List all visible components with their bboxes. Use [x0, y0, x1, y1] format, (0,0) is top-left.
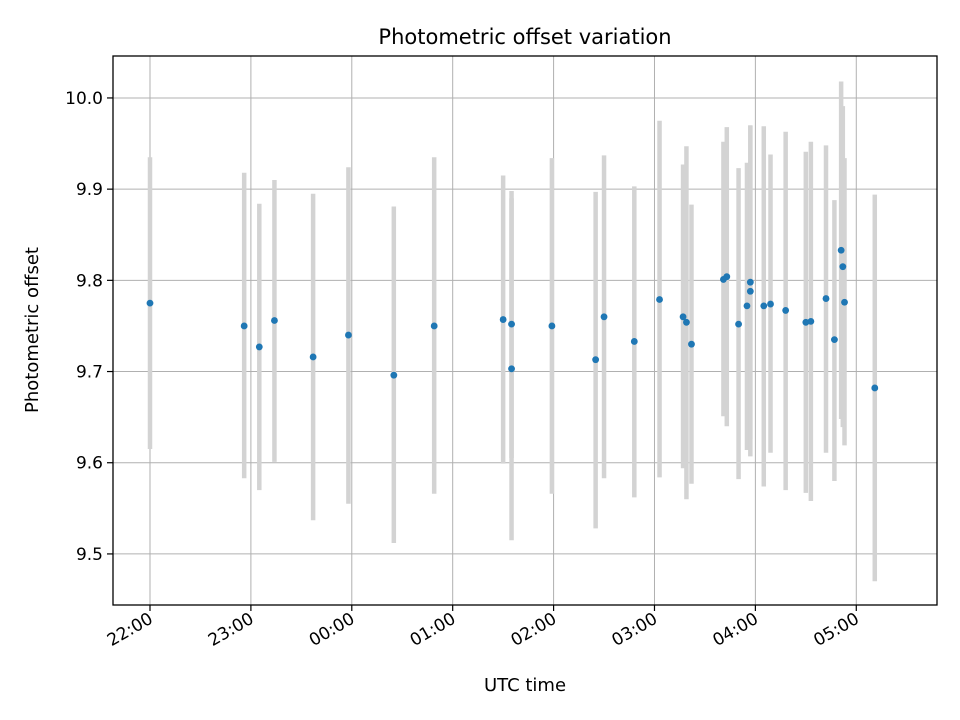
data-point	[240, 322, 248, 330]
data-point	[255, 343, 263, 351]
data-point	[841, 298, 848, 306]
plot-frame	[112, 55, 938, 606]
data-point	[548, 322, 556, 330]
data-point	[390, 371, 398, 379]
data-point	[831, 336, 838, 344]
data-point	[746, 287, 754, 295]
y-tick-label: 9.8	[76, 271, 103, 291]
data-point	[871, 384, 879, 392]
y-tick-label: 10.0	[65, 89, 103, 109]
data-point	[688, 340, 695, 348]
data-point	[630, 338, 638, 345]
chart-title: Photometric offset variation	[378, 25, 671, 49]
data-point	[746, 278, 754, 286]
data-point	[839, 263, 847, 271]
y-tick-label: 9.6	[76, 454, 103, 474]
data-point	[508, 320, 515, 328]
data-point	[271, 317, 278, 324]
data-point	[345, 331, 352, 339]
data-point	[592, 356, 600, 364]
data-point	[723, 273, 731, 281]
data-point	[735, 320, 742, 328]
data-points	[146, 246, 879, 392]
data-point	[822, 295, 830, 302]
data-point	[743, 302, 751, 310]
data-point	[767, 300, 774, 308]
data-point	[679, 313, 687, 321]
data-point	[760, 302, 768, 310]
y-tick-label: 9.7	[76, 363, 103, 383]
y-axis-label: Photometric offset	[22, 247, 43, 413]
data-point	[600, 313, 608, 321]
data-point	[499, 316, 507, 323]
data-point	[802, 318, 810, 326]
data-point	[807, 317, 815, 325]
data-point	[683, 318, 690, 326]
data-point	[508, 365, 515, 373]
data-point	[146, 299, 154, 307]
grid	[113, 56, 937, 605]
data-point	[309, 353, 317, 361]
data-point	[782, 307, 790, 314]
y-tick-label: 9.5	[76, 545, 103, 565]
data-point	[837, 246, 845, 254]
data-point	[430, 322, 438, 330]
data-point	[656, 296, 663, 303]
y-tick-label: 9.9	[76, 180, 103, 200]
x-axis-label: UTC time	[484, 675, 566, 696]
